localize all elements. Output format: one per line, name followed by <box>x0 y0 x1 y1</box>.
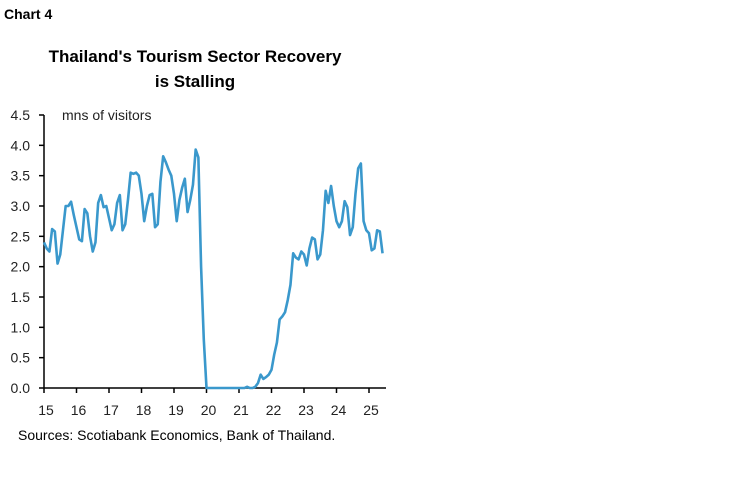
y-tick-label: 4.5 <box>11 107 31 123</box>
y-tick-label: 3.5 <box>11 168 31 184</box>
y-tick-label: 0.5 <box>11 350 31 366</box>
y-tick-label: 2.5 <box>11 228 31 244</box>
chart-number-label: Chart 4 <box>4 6 53 22</box>
y-tick-label: 2.0 <box>11 259 31 275</box>
y-tick-label: 1.5 <box>11 289 31 305</box>
y-tick-label: 3.0 <box>11 198 31 214</box>
x-tick-label: 19 <box>168 402 184 418</box>
visitors-series-line <box>42 148 384 390</box>
x-tick-label: 18 <box>136 402 152 418</box>
x-tick-label: 21 <box>233 402 249 418</box>
x-tick-label: 15 <box>38 402 54 418</box>
y-tick-label: 1.0 <box>11 319 31 335</box>
source-note: Sources: Scotiabank Economics, Bank of T… <box>18 427 336 443</box>
y-tick-label: 0.0 <box>11 380 31 396</box>
x-tick-label: 25 <box>363 402 379 418</box>
chart-title: Thailand's Tourism Sector Recovery is St… <box>48 47 342 91</box>
x-tick-label: 16 <box>71 402 87 418</box>
x-tick-label: 17 <box>103 402 119 418</box>
y-tick-label: 4.0 <box>11 137 31 153</box>
y-axis-label: mns of visitors <box>62 107 151 123</box>
x-tick-label: 22 <box>266 402 282 418</box>
x-tick-label: 24 <box>331 402 347 418</box>
x-tick-label: 20 <box>201 402 217 418</box>
x-tick-label: 23 <box>298 402 314 418</box>
